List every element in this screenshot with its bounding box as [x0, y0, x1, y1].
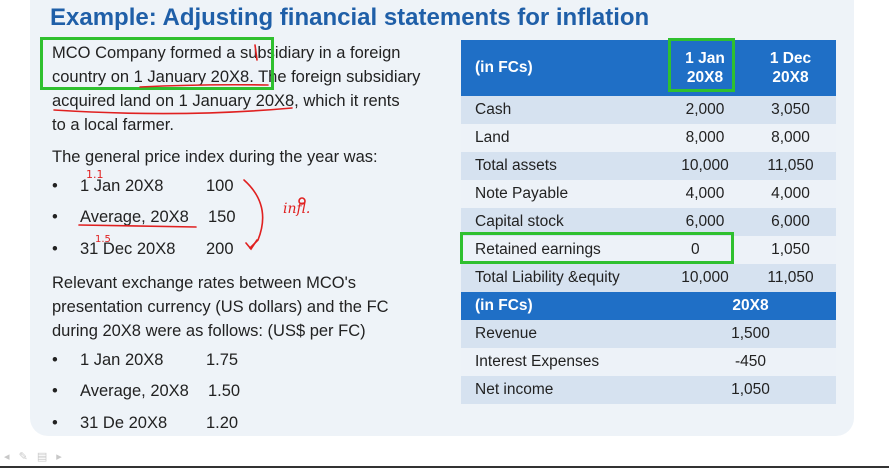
price-index-intro: The general price index during the year …: [52, 148, 378, 166]
header-col-dec-l1: 1 Dec: [769, 50, 812, 67]
paragraph-line: MCO Company formed a subsidiary in a for…: [52, 44, 401, 62]
row-label: Total Liability &equity: [461, 264, 665, 292]
table-row: Retained earnings 0 1,050: [461, 236, 836, 264]
row-value-dec: 1,050: [745, 236, 836, 264]
income-header-col: 20X8: [665, 292, 836, 320]
row-label: Revenue: [461, 320, 665, 348]
bullet-symbol: •: [52, 240, 58, 258]
income-header-row: (in FCs) 20X8: [461, 292, 836, 320]
row-value-jan: 6,000: [665, 208, 745, 236]
price-index-item: • 1 Jan 20X8 100: [52, 177, 234, 196]
exchange-rate-label: Average, 20X8: [80, 382, 189, 400]
bracket-mark: [243, 179, 264, 249]
divider: [0, 466, 889, 468]
exchange-intro-line: presentation currency (US dollars) and t…: [52, 298, 389, 316]
exchange-rate-label: 31 De 20X8: [80, 414, 168, 432]
row-value: -450: [665, 348, 836, 376]
exchange-rate-label: 1 Jan 20X8: [80, 351, 164, 369]
price-index-value: 200: [206, 240, 234, 258]
row-value: 1,500: [665, 320, 836, 348]
underline-mark: [78, 224, 197, 228]
table-row: Interest Expenses -450: [461, 348, 836, 376]
header-col-dec: 1 Dec 20X8: [745, 40, 836, 96]
price-index-item: • Average, 20X8 150: [52, 208, 236, 227]
table-header-row: (in FCs) 1 Jan 20X8 1 Dec 20X8: [461, 40, 836, 96]
price-index-value: 100: [206, 177, 234, 195]
row-value-dec: 3,050: [745, 96, 836, 124]
row-label: Capital stock: [461, 208, 665, 236]
row-value: 1,050: [665, 376, 836, 404]
price-index-item: • 31 Dec 20X8 200: [52, 240, 234, 259]
row-value-dec: 11,050: [745, 264, 836, 292]
row-value-dec: 6,000: [745, 208, 836, 236]
table-row: Note Payable 4,000 4,000: [461, 180, 836, 208]
exchange-rate-value: 1.75: [206, 351, 239, 369]
row-label: Cash: [461, 96, 665, 124]
header-label: (in FCs): [461, 40, 665, 96]
price-index-label: Average, 20X8: [80, 208, 189, 226]
table-row: Total assets 10,000 11,050: [461, 152, 836, 180]
exchange-rate-item: • Average, 20X8 1.50: [52, 382, 240, 401]
row-value-dec: 8,000: [745, 124, 836, 152]
exchange-rate-item: • 31 De 20X8 1.20: [52, 414, 238, 433]
exchange-rate-value: 1.20: [206, 414, 239, 432]
row-label: Note Payable: [461, 180, 665, 208]
price-index-label: 1 Jan 20X8: [80, 177, 164, 195]
table-row: Land 8,000 8,000: [461, 124, 836, 152]
handwritten-note: infl.: [283, 201, 310, 217]
bullet-symbol: •: [52, 414, 58, 432]
row-value-jan: 10,000: [665, 152, 745, 180]
row-label: Retained earnings: [461, 236, 665, 264]
price-index-label: 31 Dec 20X8: [80, 240, 176, 258]
header-col-jan-l1: 1 Jan: [685, 50, 725, 67]
exchange-rate-item: • 1 Jan 20X8 1.75: [52, 351, 238, 370]
bullet-symbol: •: [52, 351, 58, 369]
table-row: Revenue 1,500: [461, 320, 836, 348]
paragraph-line: to a local farmer.: [52, 116, 174, 134]
underline-mark: [53, 107, 293, 115]
handwritten-note: 1.5: [95, 234, 111, 245]
row-value-jan: 8,000: [665, 124, 745, 152]
dot-mark: [298, 197, 306, 205]
highlight-box: [460, 232, 734, 264]
highlight-box: [668, 38, 735, 92]
paragraph-line: country on 1 January 20X8. The foreign s…: [52, 68, 421, 86]
row-value-dec: 4,000: [745, 180, 836, 208]
row-label: Land: [461, 124, 665, 152]
financial-table: (in FCs) 1 Jan 20X8 1 Dec 20X8 Cash 2,00…: [461, 40, 836, 404]
row-value-jan: 4,000: [665, 180, 745, 208]
bullet-symbol: •: [52, 382, 58, 400]
row-value-dec: 11,050: [745, 152, 836, 180]
handwritten-note: 1.1: [86, 168, 104, 181]
slide-nav-controls[interactable]: ◂ ✎ ▤ ▸: [4, 451, 65, 463]
table-row: Net income 1,050: [461, 376, 836, 404]
row-value-jan: 10,000: [665, 264, 745, 292]
exchange-intro-line: during 20X8 were as follows: (US$ per FC…: [52, 322, 366, 340]
income-header-label: (in FCs): [461, 292, 665, 320]
slide-title: Example: Adjusting financial statements …: [50, 4, 650, 31]
bullet-symbol: •: [52, 177, 58, 195]
header-col-dec-l2: 20X8: [772, 69, 809, 86]
bullet-symbol: •: [52, 208, 58, 226]
table-row: Cash 2,000 3,050: [461, 96, 836, 124]
highlight-box: [40, 37, 274, 90]
paragraph-line: acquired land on 1 January 20X8, which i…: [52, 92, 400, 110]
header-col-jan: 1 Jan 20X8: [665, 40, 745, 96]
row-label: Total assets: [461, 152, 665, 180]
arrow-mark: [245, 239, 258, 251]
underline-mark: [139, 83, 269, 88]
exchange-rate-value: 1.50: [208, 382, 241, 400]
row-label: Interest Expenses: [461, 348, 665, 376]
row-label: Net income: [461, 376, 665, 404]
header-col-jan-l2: 20X8: [686, 69, 724, 86]
table-row: Capital stock 6,000 6,000: [461, 208, 836, 236]
row-value-jan: 2,000: [665, 96, 745, 124]
exchange-intro-line: Relevant exchange rates between MCO's: [52, 274, 356, 292]
tick-mark: [254, 44, 258, 61]
price-index-value: 150: [208, 208, 236, 226]
table-row: Total Liability &equity 10,000 11,050: [461, 264, 836, 292]
